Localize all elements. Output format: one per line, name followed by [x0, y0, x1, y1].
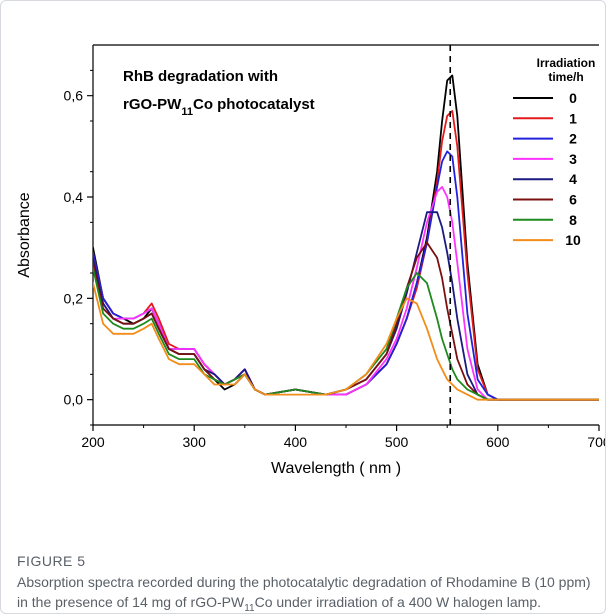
legend-label-8: 8: [569, 212, 577, 228]
series-line-8: [93, 266, 599, 401]
legend-label-4: 4: [569, 171, 577, 187]
series-line-6: [93, 241, 599, 401]
y-axis-label: Absorbance: [16, 192, 33, 277]
series-line-2: [93, 150, 599, 401]
x-tick-label-1: 300: [183, 434, 207, 450]
legend-label-2: 2: [569, 131, 577, 147]
absorption-chart: 0,0 0,2 0,4 0,6 200 300 400 500 600 700 Wavelength…: [16, 44, 605, 477]
y-tick-label-2: 0,4: [64, 189, 84, 205]
y-tick-label-1: 0,2: [64, 290, 84, 306]
y-tick-label-0: 0,0: [64, 392, 84, 408]
series-line-10: [93, 282, 599, 401]
y-tick-label-3: 0,6: [64, 88, 84, 104]
legend-title-0: Irradiation: [537, 56, 596, 70]
x-tick-label-2: 400: [284, 434, 308, 450]
caption-text: Absorption spectra recorded during the p…: [17, 574, 591, 614]
x-tick-label-3: 500: [385, 434, 409, 450]
legend-label-1: 1: [569, 110, 577, 126]
chart-title-line-2: rGO-PW11Co photocatalyst: [123, 96, 315, 118]
x-tick-label-0: 200: [81, 434, 105, 450]
figure-caption: FIGURE 5 Absorption spectra recorded dur…: [17, 553, 603, 614]
series-line-1: [93, 110, 599, 401]
legend-label-3: 3: [569, 151, 577, 167]
legend-title-1: time/h: [548, 70, 583, 84]
series-group: [93, 74, 599, 401]
legend-label-6: 6: [569, 192, 577, 208]
chart-title-line-1: RhB degradation with: [123, 68, 278, 85]
x-tick-label-4: 600: [486, 434, 510, 450]
x-tick-label-5: 700: [587, 434, 605, 450]
legend-label-0: 0: [569, 90, 577, 106]
legend-label-10: 10: [565, 232, 581, 248]
figure-label: FIGURE 5: [17, 553, 86, 569]
x-axis-label: Wavelength ( nm ): [271, 460, 401, 477]
series-line-0: [93, 74, 599, 401]
